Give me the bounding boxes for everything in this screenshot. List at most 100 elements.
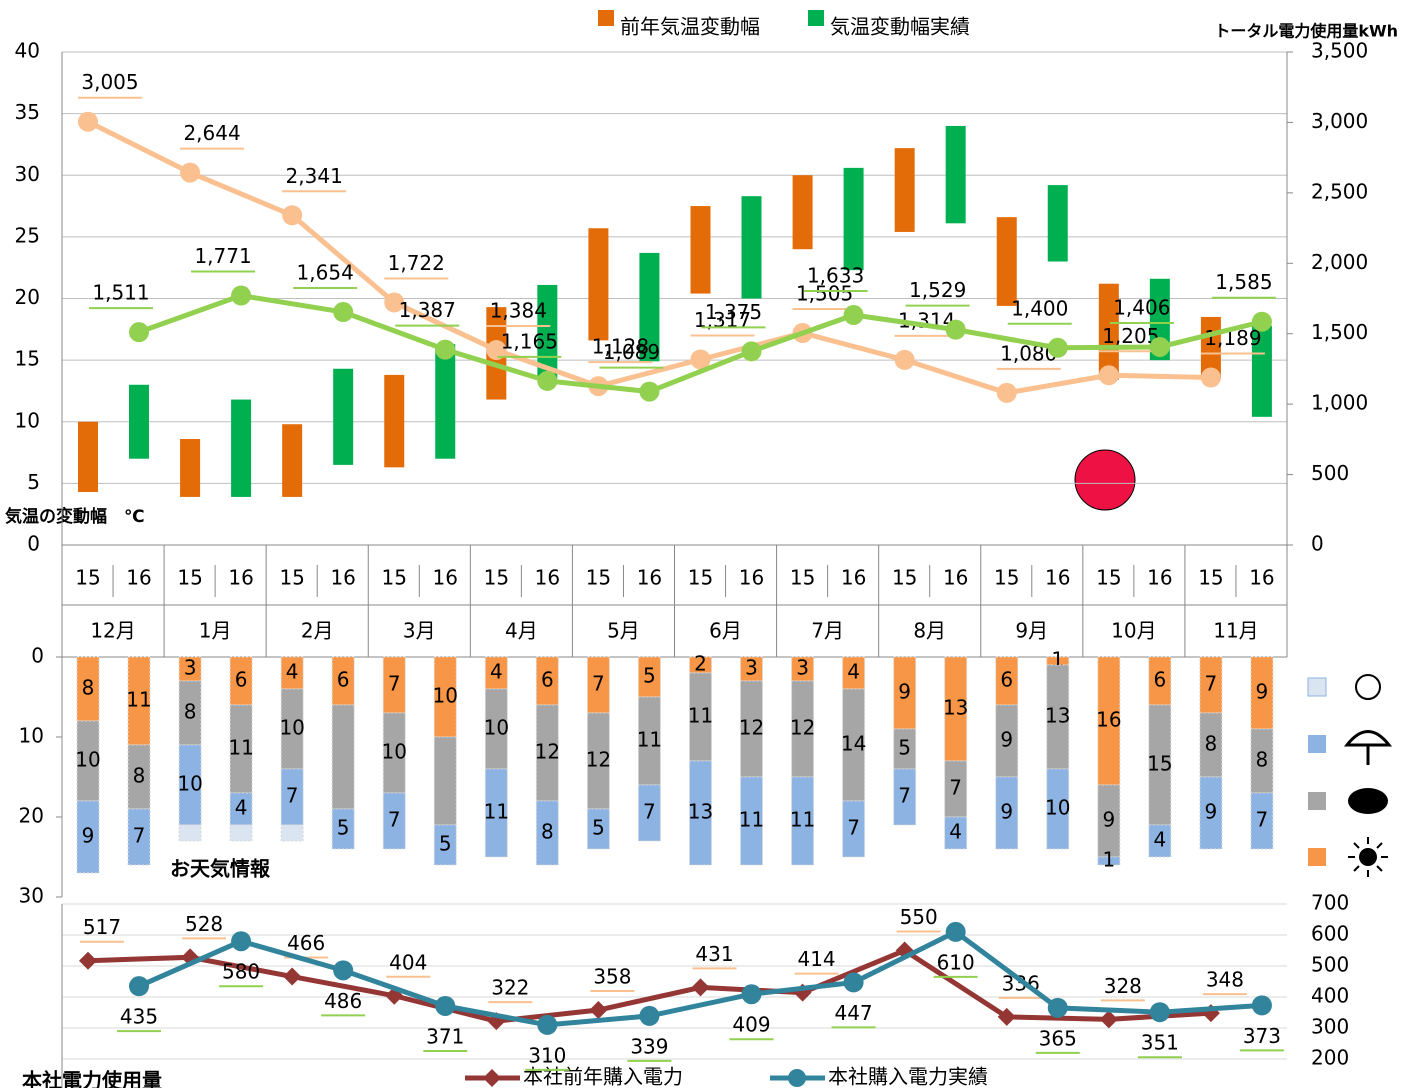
data-label: 328 bbox=[1104, 974, 1142, 998]
x-sub-label: 15 bbox=[484, 566, 509, 590]
y-tick-label: 600 bbox=[1311, 922, 1349, 946]
y-tick-label: 25 bbox=[15, 223, 40, 247]
data-label: 4 bbox=[1153, 828, 1166, 852]
y-axis-title: 気温の変動幅 ℃ bbox=[4, 506, 145, 527]
data-label: 12 bbox=[586, 748, 611, 772]
decor-sun bbox=[1074, 449, 1136, 511]
y-tick-label: 40 bbox=[15, 39, 40, 63]
range-bar bbox=[78, 421, 98, 493]
stack-segment bbox=[535, 800, 559, 866]
x-tick-label: 5月 bbox=[607, 619, 640, 643]
data-label: 1,722 bbox=[388, 251, 445, 275]
data-label: 1,771 bbox=[194, 244, 251, 268]
range-bar bbox=[894, 148, 915, 232]
data-label: 322 bbox=[491, 976, 529, 1000]
x-tick-label: 2月 bbox=[301, 619, 334, 643]
line-marker bbox=[435, 995, 456, 1016]
cloud-icon bbox=[1348, 788, 1388, 814]
data-label: 11 bbox=[228, 736, 253, 760]
data-label: 7 bbox=[592, 672, 605, 696]
x-sub-label: 16 bbox=[1249, 566, 1274, 590]
y2-tick-label: 0 bbox=[1311, 532, 1324, 556]
y-tick-label: 400 bbox=[1311, 984, 1349, 1008]
stack-segment bbox=[331, 704, 355, 810]
legend-label: 本社前年購入電力 bbox=[523, 1065, 683, 1088]
data-label: 610 bbox=[937, 950, 975, 974]
data-label: 9 bbox=[1000, 728, 1013, 752]
stack-segment bbox=[995, 776, 1019, 850]
line-marker bbox=[1251, 311, 1272, 332]
line-marker bbox=[1251, 995, 1272, 1016]
legend-icon bbox=[1307, 677, 1327, 697]
x-sub-label: 16 bbox=[943, 566, 968, 590]
stack-segment bbox=[127, 808, 151, 866]
data-label: 13 bbox=[1045, 704, 1070, 728]
y2-tick-label: 1,500 bbox=[1311, 320, 1368, 344]
snow-icon bbox=[1355, 674, 1381, 700]
data-label: 8 bbox=[1205, 732, 1218, 756]
data-label: 2,341 bbox=[286, 164, 343, 188]
data-label: 6 bbox=[235, 668, 248, 692]
stack-segment bbox=[791, 776, 815, 866]
data-label: 351 bbox=[1141, 1031, 1179, 1055]
y-tick-label: 5 bbox=[27, 470, 40, 494]
stack-segment bbox=[1097, 856, 1121, 866]
x-sub-label: 15 bbox=[892, 566, 917, 590]
data-label: 4 bbox=[490, 660, 503, 684]
data-label: 1,165 bbox=[501, 329, 558, 353]
x-sub-label: 16 bbox=[1045, 566, 1070, 590]
x-tick-label: 10月 bbox=[1111, 619, 1156, 643]
y-tick-label: 0 bbox=[27, 532, 40, 556]
data-label: 1,505 bbox=[796, 282, 853, 306]
x-sub-label: 16 bbox=[330, 566, 355, 590]
range-bar bbox=[639, 252, 660, 362]
range-bar bbox=[690, 206, 711, 294]
range-bar bbox=[231, 399, 252, 497]
stack-segment bbox=[178, 824, 202, 842]
data-label: 11 bbox=[688, 704, 713, 728]
line-marker bbox=[945, 921, 966, 942]
line-marker bbox=[945, 319, 966, 340]
x-sub-label: 16 bbox=[1147, 566, 1172, 590]
range-bar bbox=[537, 284, 558, 379]
line-marker bbox=[129, 976, 149, 997]
data-label: 4 bbox=[847, 660, 860, 684]
line bbox=[86, 119, 1211, 396]
rain-icon bbox=[1343, 730, 1393, 765]
data-label: 4 bbox=[235, 796, 248, 820]
x-sub-label: 15 bbox=[586, 566, 611, 590]
stack-segment bbox=[637, 784, 661, 842]
x-sub-label: 15 bbox=[75, 566, 100, 590]
y2-tick-label: 3,500 bbox=[1311, 39, 1368, 63]
legend-label: 本社購入電力実績 bbox=[828, 1065, 988, 1088]
data-label: 7 bbox=[847, 816, 860, 840]
data-label: 3 bbox=[796, 656, 809, 680]
line-marker bbox=[384, 292, 405, 313]
line bbox=[87, 947, 1212, 1024]
stack-segment bbox=[331, 808, 355, 850]
data-label: 1,633 bbox=[807, 263, 864, 287]
data-label: 7 bbox=[898, 784, 911, 808]
data-label: 5 bbox=[592, 816, 605, 840]
data-label: 358 bbox=[593, 965, 631, 989]
data-label: 7 bbox=[643, 800, 656, 824]
sun-rays bbox=[1348, 837, 1388, 877]
line bbox=[138, 292, 1263, 395]
line-marker bbox=[129, 322, 149, 343]
data-label: 373 bbox=[1243, 1024, 1281, 1048]
range-bar bbox=[129, 384, 149, 459]
x-sub-label: 16 bbox=[228, 566, 253, 590]
stack-segment bbox=[382, 792, 406, 850]
line-marker bbox=[78, 111, 98, 132]
stack-segment bbox=[842, 800, 866, 858]
x-tick-label: 3月 bbox=[403, 619, 436, 643]
data-label: 8 bbox=[82, 676, 95, 700]
x-sub-label: 16 bbox=[841, 566, 866, 590]
range-bar bbox=[384, 374, 405, 468]
data-label: 12 bbox=[535, 740, 560, 764]
data-label: 1,529 bbox=[909, 278, 966, 302]
data-label: 5 bbox=[898, 736, 911, 760]
data-label: 447 bbox=[834, 1001, 872, 1025]
stack-segment bbox=[280, 824, 304, 842]
